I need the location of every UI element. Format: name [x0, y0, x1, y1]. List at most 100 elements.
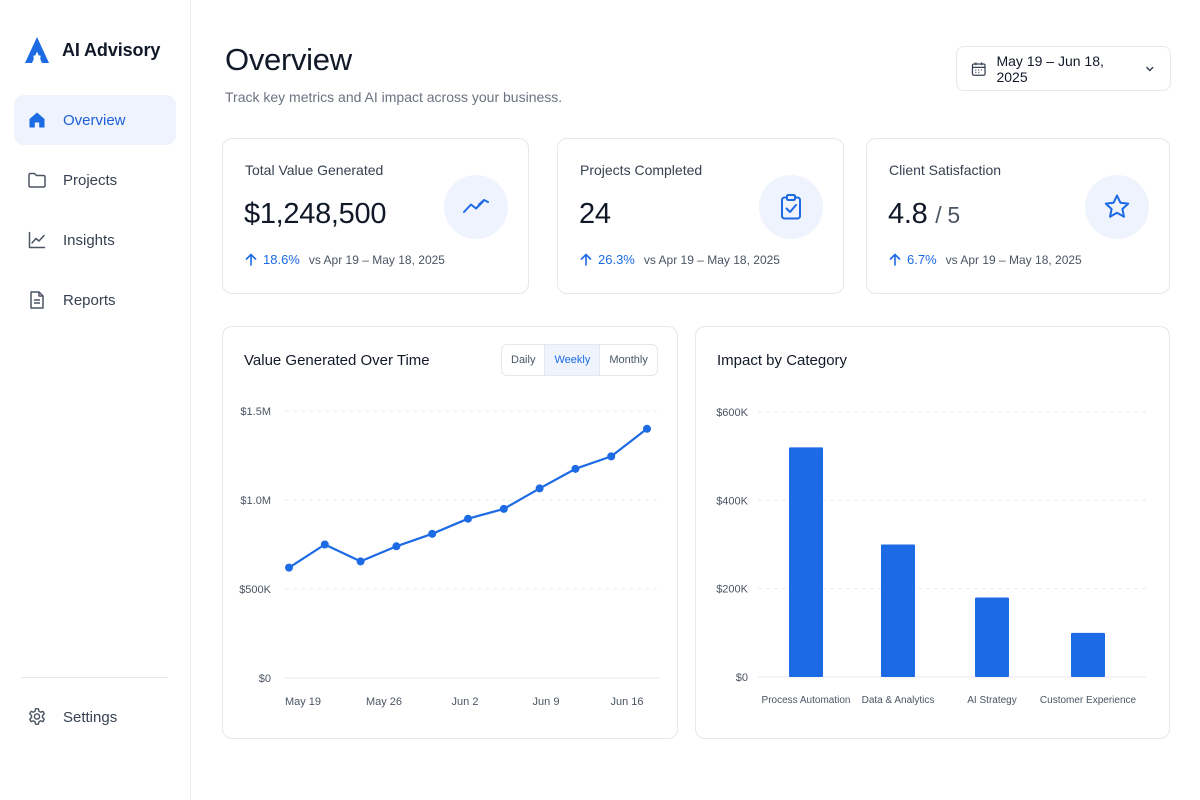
star-icon [1104, 194, 1130, 218]
x-tick-label: Jun 9 [533, 696, 560, 708]
y-tick-label: $1.5M [240, 406, 271, 418]
data-point [356, 557, 365, 566]
bar [975, 597, 1009, 677]
x-category-label: AI Strategy [967, 695, 1016, 706]
bar [789, 447, 823, 677]
data-point [643, 424, 651, 433]
sidebar-item-reports[interactable]: Reports [14, 275, 176, 325]
sidebar-item-label: Overview [63, 111, 126, 129]
bar-chart: $0 $200K $400K $600K Process Automation Data … [716, 407, 1146, 706]
kpi-delta: 26.3% vs Apr 19 – May 18, 2025 [580, 252, 780, 267]
brand-name: AI Advisory [62, 39, 161, 60]
toggle-monthly[interactable]: Monthly [609, 354, 648, 366]
kpi-card-total-value: Total Value Generated $1,248,500 18.6% v… [222, 138, 529, 294]
page-title: Overview [225, 42, 352, 77]
page-subtitle: Track key metrics and AI impact across y… [225, 89, 563, 105]
kpi-value-text: $1,248,500 [244, 198, 387, 230]
bar [1071, 632, 1105, 677]
x-category-label: Data & Analytics [862, 695, 935, 706]
brand-logo-icon [25, 37, 49, 63]
sidebar-item-insights[interactable]: Insights [14, 215, 176, 265]
brand[interactable]: AI Advisory [24, 36, 160, 64]
clipboard-check-icon [781, 194, 801, 220]
kpi-label: Total Value Generated [245, 162, 384, 178]
arrow-up-icon [245, 253, 257, 266]
x-category-label: Process Automation [762, 695, 851, 706]
sidebar-item-projects[interactable]: Projects [14, 155, 176, 205]
folder-icon [28, 172, 46, 188]
kpi-comparison: vs Apr 19 – May 18, 2025 [643, 252, 780, 267]
date-range-picker[interactable]: May 19 – Jun 18, 2025 [956, 46, 1171, 91]
x-tick-label: May 19 [285, 696, 321, 708]
trend-up-icon [463, 199, 489, 213]
data-point [320, 540, 329, 549]
sidebar-item-overview[interactable]: Overview [14, 95, 176, 145]
sidebar: AI Advisory Overview Projects Insights [0, 0, 191, 800]
data-point [285, 563, 293, 572]
sidebar-item-label: Insights [63, 231, 115, 249]
toggle-weekly[interactable]: Weekly [545, 345, 601, 375]
data-point [535, 484, 544, 493]
kpi-value-suffix: / 5 [935, 202, 960, 228]
bar [881, 544, 915, 677]
kpi-comparison: vs Apr 19 – May 18, 2025 [945, 252, 1082, 267]
calendar-icon [971, 61, 986, 76]
line-chart: $0 $500K $1.0M $1.5M May 19 May 26 Jun 2 Jun 9 J… [239, 406, 661, 708]
data-point [428, 529, 437, 538]
x-tick-label: May 26 [366, 696, 402, 708]
line-chart-panel: Value Generated Over Time Daily Weekly M… [222, 326, 678, 739]
sidebar-item-label: Reports [63, 291, 116, 309]
sidebar-divider [21, 677, 168, 678]
kpi-label: Projects Completed [580, 162, 703, 178]
data-point [607, 452, 616, 461]
kpi-delta-percent: 26.3% [598, 252, 635, 267]
y-tick-label: $0 [259, 673, 271, 685]
chart-line-icon [28, 231, 46, 249]
y-tick-label: $400K [716, 495, 748, 507]
kpi-card-projects-completed: Projects Completed 24 26.3% vs Apr 19 – … [557, 138, 844, 294]
series-line [288, 427, 648, 569]
kpi-value: 24 [579, 198, 611, 231]
y-tick-label: $1.0M [240, 495, 271, 507]
y-tick-label: $0 [736, 672, 748, 684]
arrow-up-icon [580, 253, 592, 266]
data-point [499, 504, 508, 513]
kpi-icon-badge [1085, 175, 1149, 239]
data-point [464, 514, 472, 523]
data-point [392, 542, 401, 551]
bar-chart-title: Impact by Category [717, 352, 848, 369]
x-tick-label: Jun 2 [452, 696, 479, 708]
bar-chart-panel: Impact by Category $0 $200K $400K $600K Proc… [695, 326, 1170, 739]
chevron-down-icon [1146, 66, 1154, 71]
x-category-label: Customer Experience [1040, 695, 1137, 706]
kpi-value: $1,248,500 [244, 198, 386, 231]
kpi-icon-badge [444, 175, 508, 239]
y-tick-label: $500K [239, 584, 271, 596]
kpi-value-text: 24 [579, 198, 611, 230]
x-tick-label: Jun 16 [610, 696, 643, 708]
y-tick-label: $600K [716, 407, 748, 419]
sidebar-item-settings[interactable]: Settings [14, 693, 176, 741]
kpi-card-client-satisfaction: Client Satisfaction 4.8 / 5 6.7% vs Apr … [866, 138, 1170, 294]
sidebar-item-label: Projects [63, 171, 118, 189]
y-tick-label: $200K [716, 584, 748, 596]
document-icon [30, 291, 44, 309]
arrow-up-icon [889, 253, 901, 266]
kpi-delta-percent: 6.7% [907, 252, 937, 267]
granularity-toggle: Daily Weekly Monthly [501, 344, 658, 376]
home-icon [29, 112, 45, 128]
kpi-delta: 18.6% vs Apr 19 – May 18, 2025 [245, 252, 445, 267]
kpi-delta: 6.7% vs Apr 19 – May 18, 2025 [889, 252, 1082, 267]
toggle-daily[interactable]: Daily [502, 345, 546, 375]
kpi-comparison: vs Apr 19 – May 18, 2025 [308, 252, 445, 267]
kpi-value-text: 4.8 [888, 198, 928, 230]
gear-icon [29, 708, 45, 725]
line-chart-title: Value Generated Over Time [244, 352, 430, 369]
sidebar-nav: Overview Projects Insights Reports [14, 95, 176, 335]
kpi-label: Client Satisfaction [889, 162, 1002, 178]
settings-label: Settings [63, 708, 118, 726]
kpi-value: 4.8 / 5 [888, 198, 960, 231]
date-range-label: May 19 – Jun 18, 2025 [996, 52, 1104, 85]
kpi-icon-badge [759, 175, 823, 239]
data-point [571, 464, 580, 473]
